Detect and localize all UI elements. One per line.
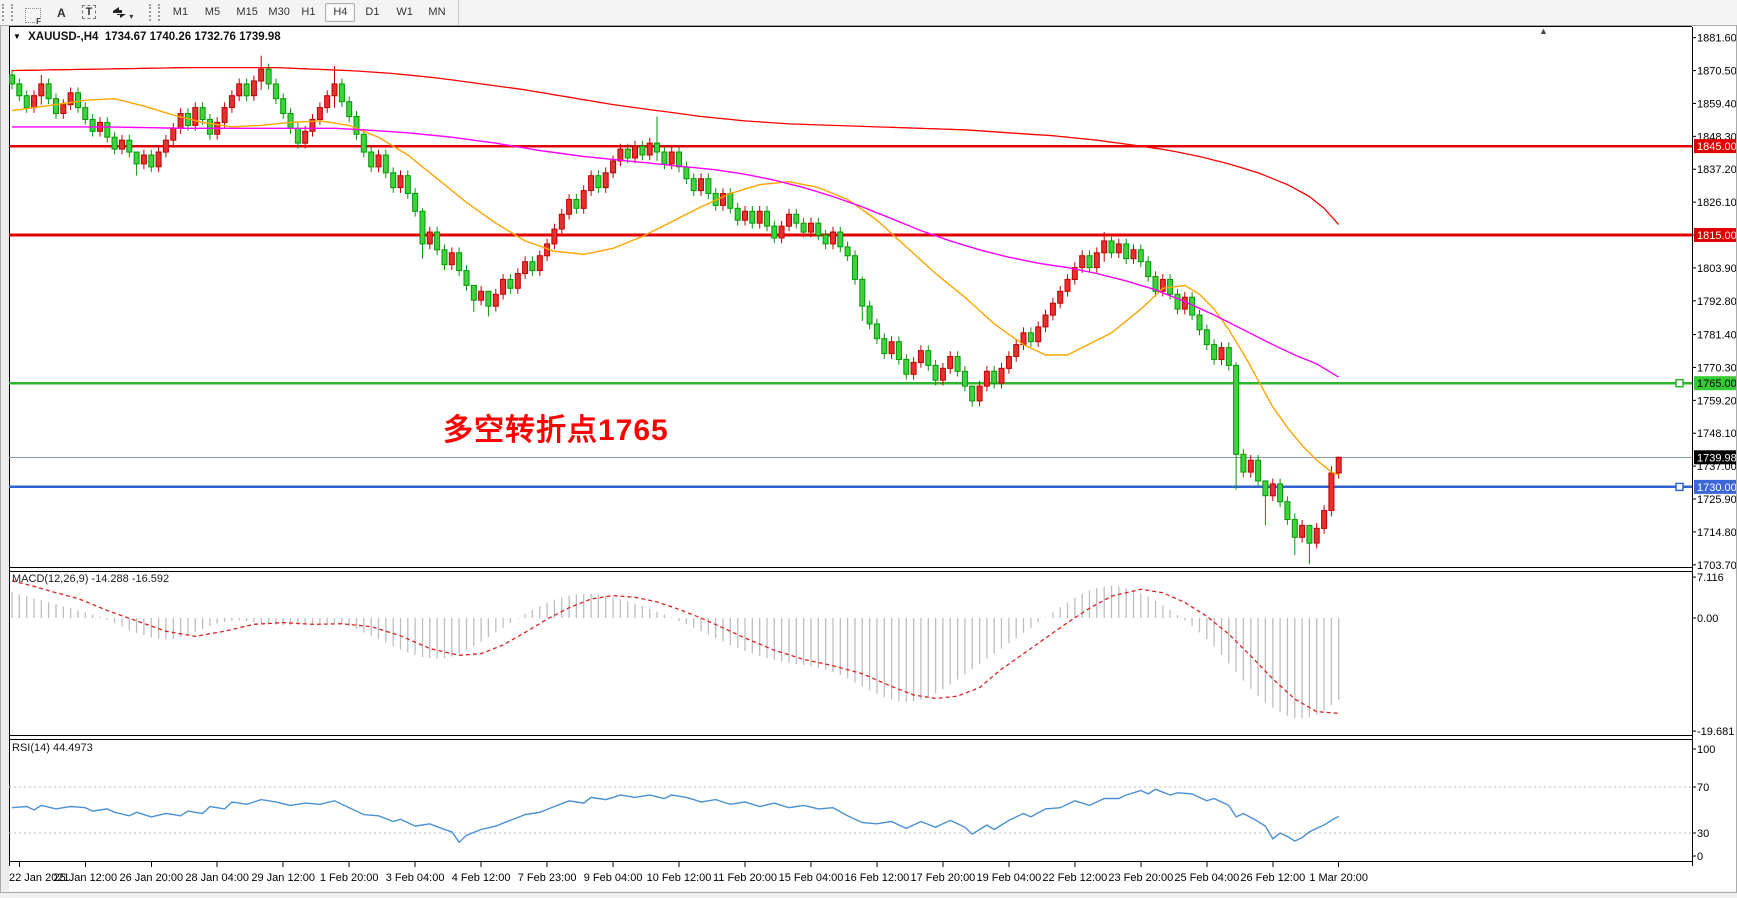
price-tick-label: 1870.50	[1697, 66, 1737, 78]
date-tick-label: 22 Jan 2021	[9, 872, 70, 884]
date-tick-label: 29 Jan 12:00	[251, 872, 315, 884]
price-tick-label: 1803.90	[1697, 263, 1737, 275]
rsi-axis-label: 0	[1697, 851, 1703, 863]
collapse-triangle-icon[interactable]: ▼	[13, 32, 21, 41]
date-tick-label: 1 Feb 20:00	[320, 872, 379, 884]
hline-handle[interactable]	[1675, 482, 1684, 492]
price-tick-label: 1792.80	[1697, 296, 1737, 308]
macd-indicator-label: MACD(12,26,9) -14.288 -16.592	[12, 573, 170, 585]
svg-text:1730.00: 1730.00	[1697, 482, 1737, 494]
tf-d1-button[interactable]: D1	[365, 6, 380, 18]
candles	[9, 55, 1342, 565]
price-tick-label: 1881.60	[1697, 33, 1737, 45]
date-tick-label: 28 Jan 04:00	[185, 872, 249, 884]
rsi-axis-label: 30	[1697, 828, 1709, 840]
date-tick-label: 10 Feb 12:00	[647, 872, 712, 884]
date-tick-label: 17 Feb 20:00	[910, 872, 975, 884]
rsi-indicator-label: RSI(14) 44.4973	[12, 742, 93, 754]
price-tick-label: 1837.20	[1697, 164, 1737, 176]
date-tick-label: 26 Feb 12:00	[1240, 872, 1305, 884]
timeframe-group-drag-handle-icon[interactable]	[149, 4, 161, 21]
arrows-glyph-icon	[113, 7, 127, 18]
data-window-grid-icon[interactable]: F	[18, 3, 48, 26]
date-tick-label: 4 Feb 12:00	[452, 872, 511, 884]
date-tick-label: 7 Feb 23:00	[518, 872, 577, 884]
rsi-panel: 100 70 30 0	[9, 744, 1715, 863]
font-a-icon[interactable]: A	[57, 6, 66, 20]
arrange-windows-icon[interactable]: ▾	[105, 3, 140, 22]
tf-m15-button[interactable]: M15	[236, 6, 258, 18]
timeframe-toolbar: M1 M5 M15 M30 H1 H4 D1 W1 MN	[164, 0, 460, 25]
tf-mn-button[interactable]: MN	[428, 6, 446, 18]
macd-axis-label: -19.681	[1697, 726, 1734, 738]
symbol-period-label: XAUUSD-,H4	[28, 31, 99, 43]
toolbar-drag-handle-icon[interactable]	[2, 4, 13, 21]
tf-m30-button[interactable]: M30	[268, 6, 290, 18]
date-tick-label: 16 Feb 12:00	[844, 872, 909, 884]
tf-h4-button[interactable]: H4	[325, 3, 356, 22]
hline-handle[interactable]	[1675, 378, 1684, 388]
macd-axis-label: 7.116	[1697, 572, 1724, 584]
chart-title: ▼ XAUUSD-,H4 1734.67 1740.26 1732.76 173…	[13, 31, 281, 43]
tf-m1-button[interactable]: M1	[172, 6, 189, 18]
left-gutter	[0, 25, 9, 891]
price-tick-label: 1714.80	[1697, 527, 1737, 539]
panel-frames	[9, 26, 1693, 866]
date-tick-label: 25 Feb 04:00	[1174, 872, 1239, 884]
price-tick-label: 1748.10	[1697, 428, 1737, 440]
macd-signal-line	[11, 580, 1339, 714]
date-tick-label: 23 Feb 20:00	[1108, 872, 1173, 884]
date-tick-label: 22 Feb 12:00	[1042, 872, 1107, 884]
chart-background	[0, 25, 1737, 891]
date-tick-label: 11 Feb 20:00	[713, 872, 777, 884]
dropdown-caret-icon[interactable]: ▾	[129, 12, 134, 21]
price-badge-1739.98[interactable]: 1739.98	[1694, 450, 1737, 465]
price-tick-label: 1725.90	[1697, 494, 1737, 506]
price-badge-1815.00[interactable]: 1815.00	[1694, 228, 1737, 242]
price-tick-label: 1826.10	[1697, 197, 1737, 209]
svg-text:1765.00: 1765.00	[1697, 378, 1737, 390]
price-tick-label: 1703.70	[1697, 560, 1737, 572]
date-tick-label: 26 Jan 20:00	[119, 872, 183, 884]
price-tick-label: 1759.20	[1697, 395, 1737, 407]
ma-fast-line	[11, 97, 1339, 476]
tf-m5-button[interactable]: M5	[204, 6, 221, 18]
annotation-text[interactable]: 多空转折点1765	[443, 414, 669, 447]
price-badges: 1845.00 1815.00 1765.00 1739.98 1730.00	[1694, 139, 1737, 494]
macd-axis-label: 0.00	[1697, 613, 1718, 625]
date-tick-label: 9 Feb 04:00	[584, 872, 643, 884]
text-box-icon[interactable]: T	[75, 3, 104, 22]
rsi-line	[11, 788, 1340, 844]
date-tick-label: 3 Feb 04:00	[386, 872, 445, 884]
ohlc-values-label: 1734.67 1740.26 1732.76 1739.98	[104, 31, 281, 43]
rsi-axis-label: 70	[1697, 782, 1709, 794]
price-badge-1730.00[interactable]: 1730.00	[1694, 479, 1737, 494]
price-axis: 1881.601870.501859.401848.301837.201826.…	[1692, 33, 1737, 572]
svg-text:1845.00: 1845.00	[1697, 141, 1737, 153]
date-tick-label: 25 Jan 12:00	[53, 872, 117, 884]
svg-text:1739.98: 1739.98	[1697, 452, 1737, 464]
price-badge-1765.00[interactable]: 1765.00	[1694, 376, 1737, 391]
ma-slow-line	[11, 66, 1340, 226]
date-tick-label: 1 Mar 20:00	[1309, 872, 1368, 884]
date-tick-label: 19 Feb 04:00	[976, 872, 1041, 884]
ma-mid-line	[12, 126, 1340, 378]
macd-panel: 7.116 0.00 -19.681	[11, 572, 1734, 738]
svg-text:1815.00: 1815.00	[1697, 230, 1737, 242]
horizontal-lines	[9, 144, 1692, 492]
price-tick-label: 1770.30	[1697, 362, 1737, 374]
price-tick-label: 1781.40	[1697, 330, 1737, 342]
tf-h1-button[interactable]: H1	[301, 6, 316, 18]
tf-w1-button[interactable]: W1	[396, 6, 413, 18]
price-tick-label: 1859.40	[1697, 98, 1737, 110]
rsi-axis-label: 100	[1697, 744, 1715, 756]
date-tick-label: 15 Feb 04:00	[779, 872, 844, 884]
price-badge-1845.00[interactable]: 1845.00	[1694, 139, 1737, 154]
chart-shift-marker-icon[interactable]: ▲	[1539, 26, 1548, 36]
